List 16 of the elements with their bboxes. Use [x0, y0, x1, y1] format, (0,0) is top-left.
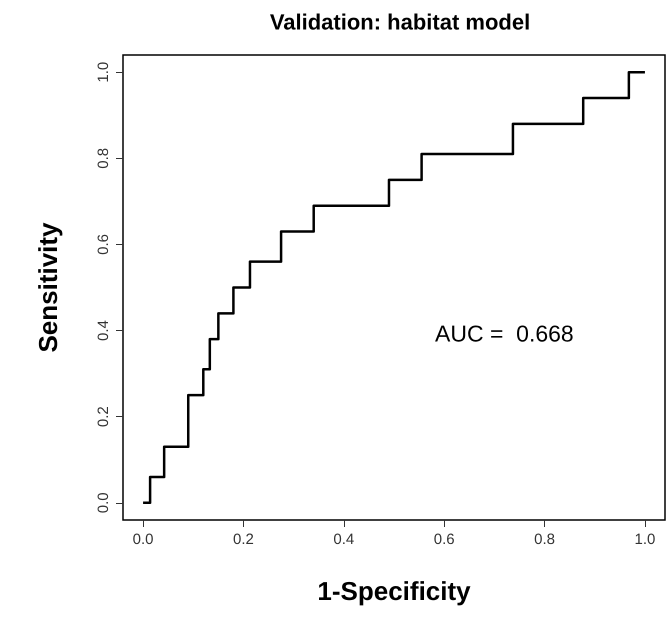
y-tick-label: 0.4 [95, 320, 112, 341]
y-tick-label: 0.2 [95, 406, 112, 428]
y-tick-label: 0.6 [95, 234, 112, 255]
x-tick-label: 0.0 [132, 531, 154, 548]
x-tick-label: 0.2 [233, 531, 254, 548]
y-tick-label: 1.0 [95, 62, 112, 83]
y-tick-label: 0.8 [95, 148, 112, 169]
annotation: AUC = 0.668 [435, 320, 574, 346]
y-axis-title: Sensitivity [33, 222, 63, 353]
chart-title: Validation: habitat model [270, 10, 530, 34]
x-axis-title: 1-Specificity [317, 576, 472, 606]
x-tick-label: 0.4 [333, 531, 354, 548]
x-tick-label: 0.8 [534, 531, 555, 548]
x-tick-label: 0.6 [434, 531, 455, 548]
x-tick-label: 1.0 [634, 531, 656, 548]
y-tick-label: 0.0 [95, 492, 112, 514]
